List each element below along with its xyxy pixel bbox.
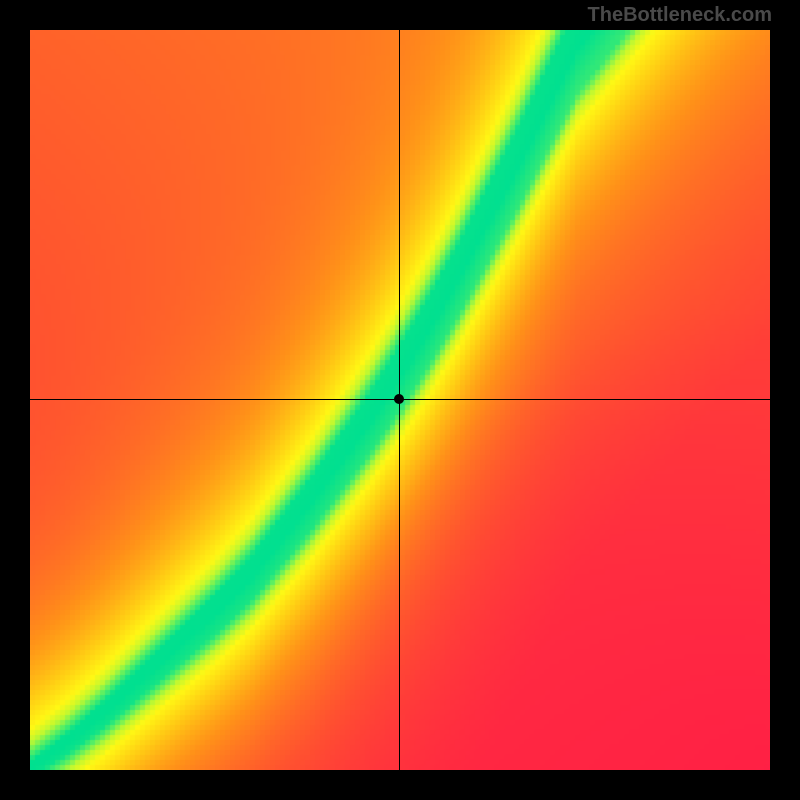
chart-container: TheBottleneck.com <box>0 0 800 800</box>
crosshair-marker <box>394 394 404 404</box>
watermark-text: TheBottleneck.com <box>588 4 772 27</box>
heatmap-plot <box>30 30 770 770</box>
